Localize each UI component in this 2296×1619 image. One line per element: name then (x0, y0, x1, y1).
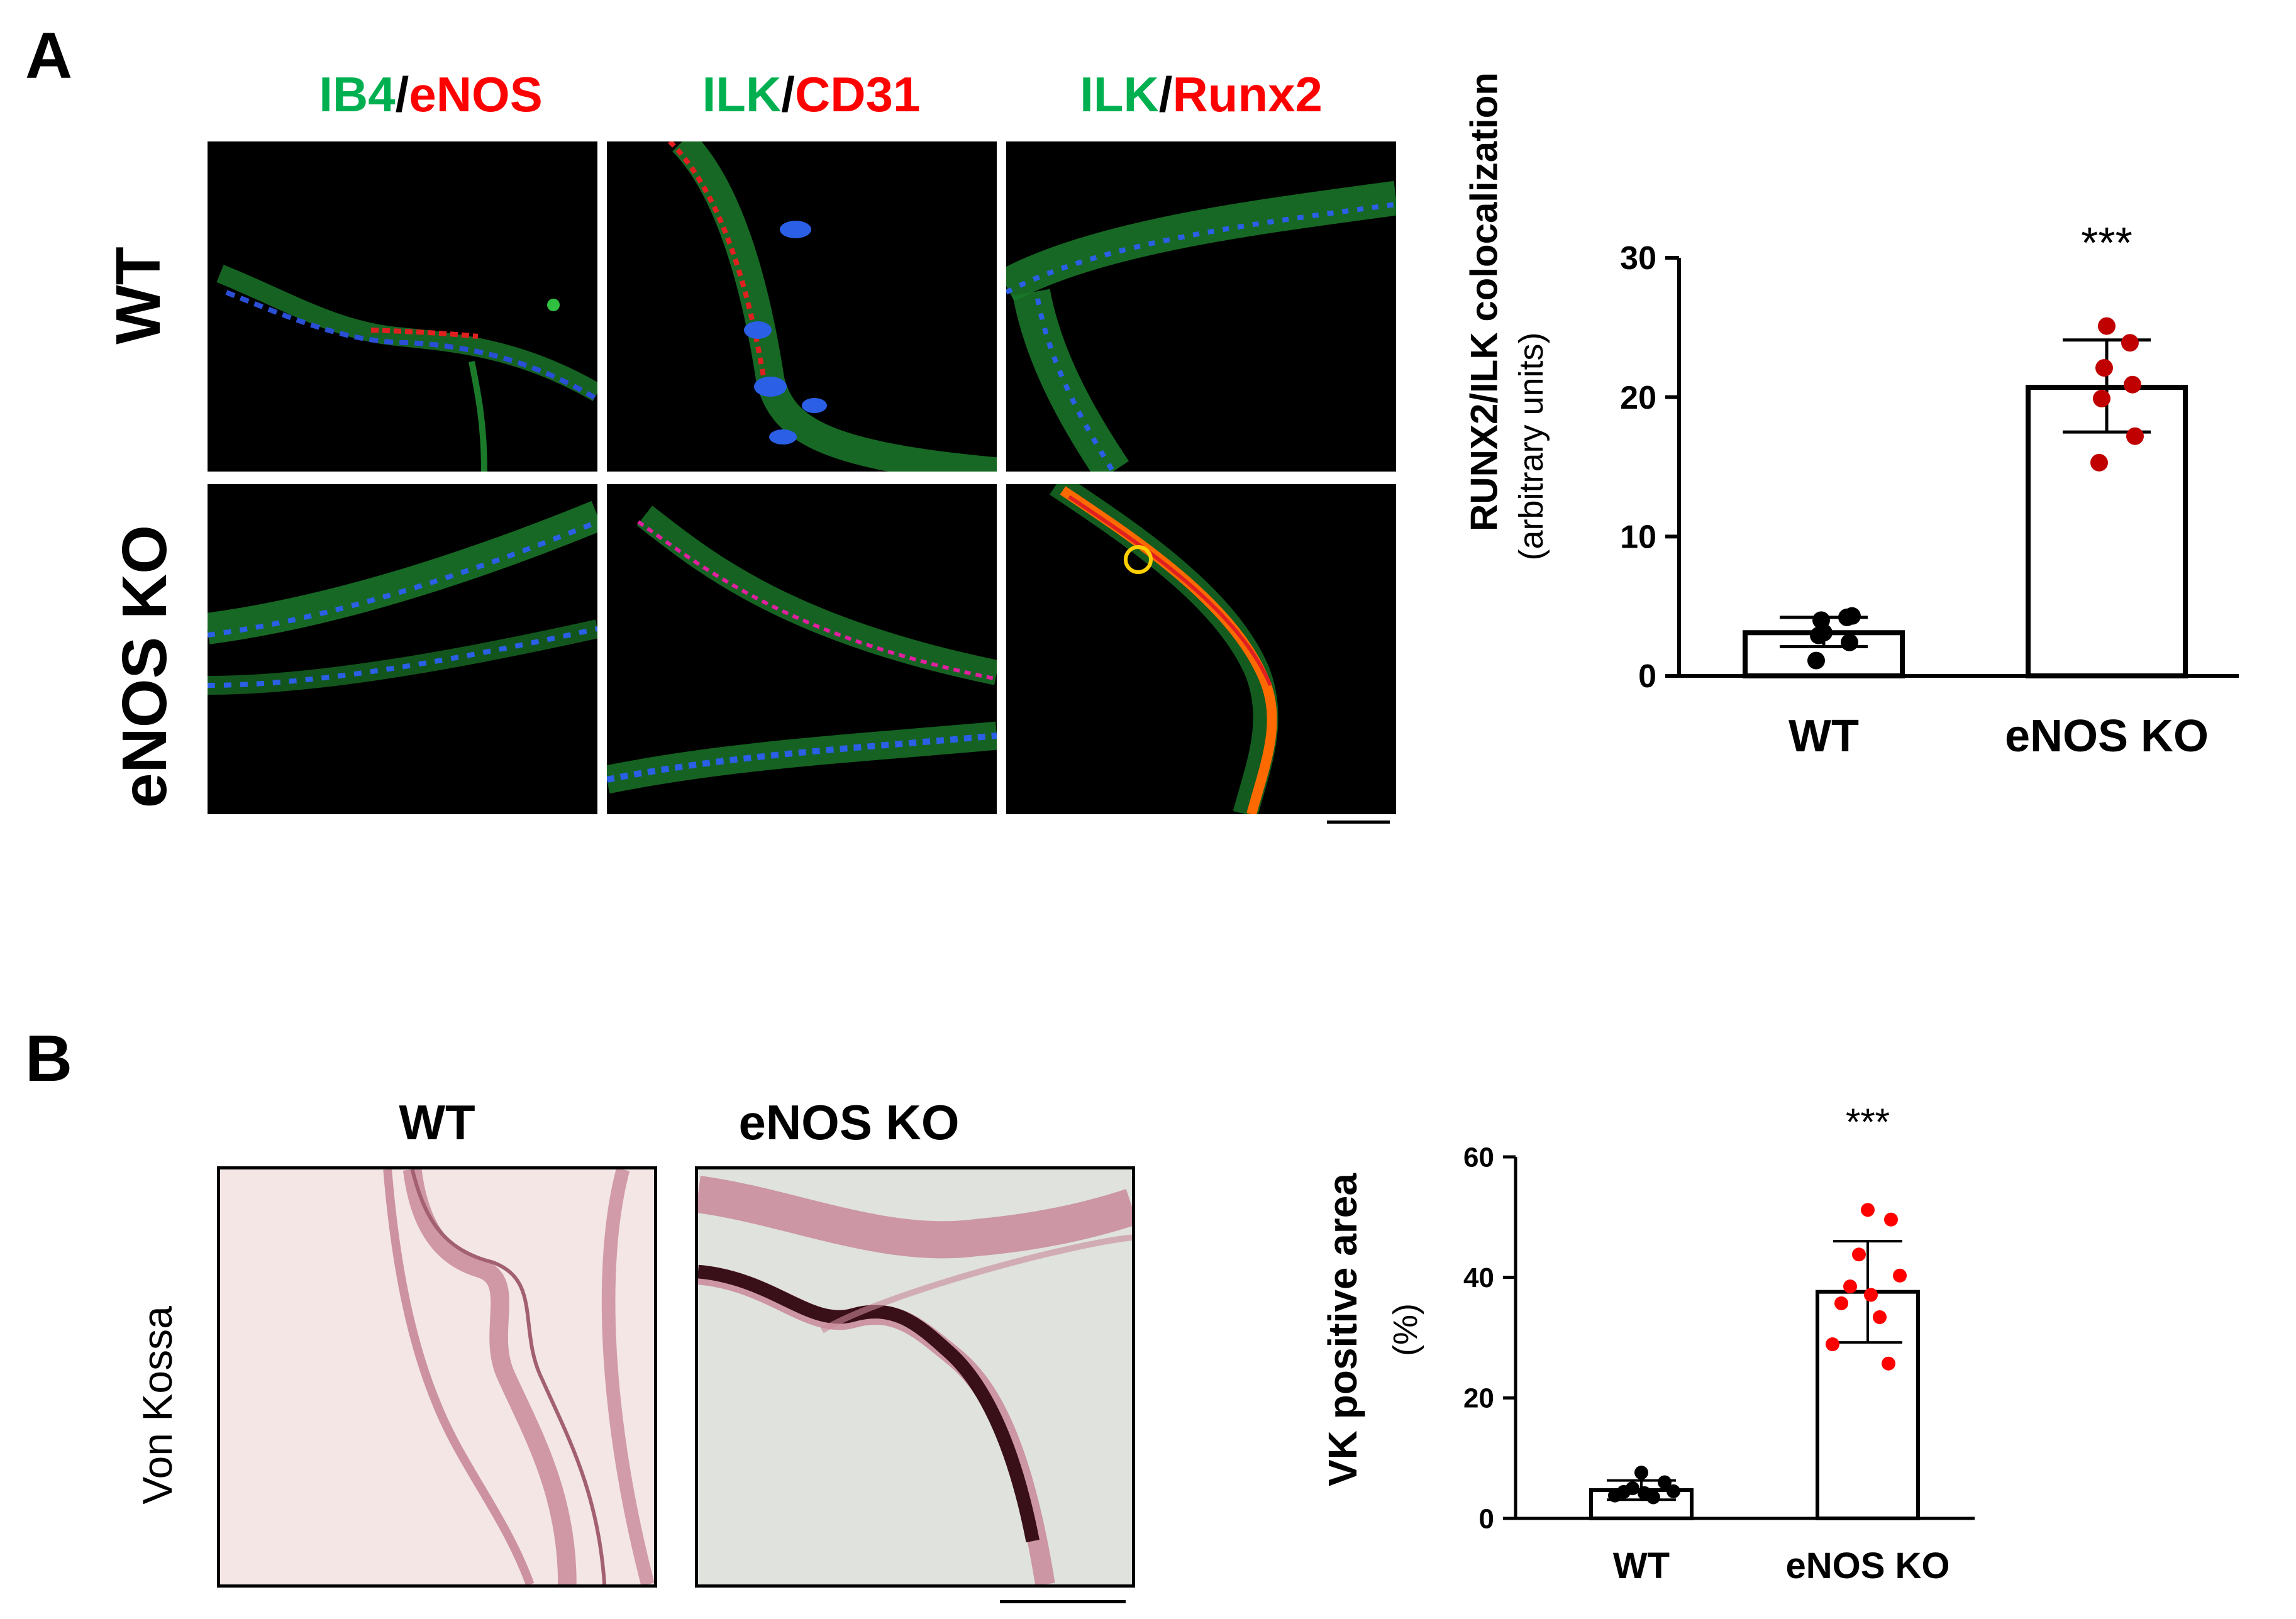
data-point (2098, 317, 2116, 335)
micrograph-enos-ko-ib4-enos (208, 484, 597, 814)
significance-label: *** (1846, 1101, 1890, 1143)
y-tick-label: 0 (1479, 1503, 1494, 1534)
micrograph-wt-ilk-runx2 (1006, 141, 1396, 472)
data-point (1861, 1203, 1875, 1217)
header-ilk: ILK (1080, 67, 1159, 122)
header-ib4-enos: IB4/eNOS (264, 66, 597, 123)
y-axis-title: RUNX2/ILK colocalization (1463, 72, 1506, 532)
data-point (1807, 651, 1825, 670)
row-label-enos-ko: eNOS KO (109, 524, 180, 809)
panel-a-label: A (25, 19, 73, 92)
x-category-label: eNOS KO (2005, 711, 2209, 761)
header-b-enos-ko: eNOS KO (738, 1095, 960, 1150)
data-point (1646, 1490, 1660, 1505)
chart-svg: 0 10 20 30 WT eNOS KO *** (1620, 218, 2239, 761)
scale-bar-b (1000, 1600, 1126, 1603)
row-label-von-kossa-text: Von Kossa (134, 1306, 180, 1505)
data-point (1864, 1288, 1878, 1302)
data-point (1608, 1488, 1622, 1503)
data-point (2093, 389, 2110, 407)
y-tick-label: 60 (1463, 1142, 1494, 1173)
header-ilk: ILK (702, 67, 782, 122)
data-point (1884, 1212, 1898, 1227)
data-point (1873, 1310, 1887, 1324)
von-kossa-enos-ko-image (695, 1166, 1135, 1588)
x-category-label: WT (1613, 1545, 1670, 1586)
header-sep: / (1158, 67, 1173, 122)
data-point (1841, 633, 1858, 651)
panel-b-label: B (25, 1022, 73, 1095)
data-point (1812, 611, 1830, 629)
y-axis-title: VK positive area (1320, 1173, 1365, 1486)
y-axis-subtitle: (arbitrary units) (1512, 332, 1550, 561)
data-point (2124, 375, 2141, 394)
data-point (2126, 427, 2144, 445)
micrograph-enos-ko-ilk-cd31 (607, 484, 997, 814)
micrograph-wt-ilk-cd31 (607, 141, 997, 472)
header-ib4: IB4 (319, 67, 396, 122)
row-label-wt: WT (103, 246, 174, 345)
micrograph-enos-ko-ilk-runx2 (1006, 484, 1396, 814)
data-point (1843, 607, 1861, 625)
header-runx2: Runx2 (1172, 67, 1323, 122)
bar-chart-runx2-ilk: 0 10 20 30 WT eNOS KO *** (1610, 207, 2270, 773)
y-tick-label: 0 (1638, 658, 1656, 695)
y-tick-label: 20 (1463, 1383, 1494, 1414)
significance-label: *** (2081, 218, 2132, 267)
header-ilk-cd31: ILK/CD31 (654, 66, 968, 123)
chart-svg: 0 20 40 60 WT eNOS KO *** (1463, 1101, 1975, 1586)
header-cd31: CD31 (794, 67, 921, 122)
data-point (1826, 1337, 1839, 1352)
data-point (1843, 1279, 1857, 1294)
data-point (2095, 359, 2113, 377)
x-category-label: WT (1789, 711, 1859, 761)
data-point (1810, 626, 1827, 644)
header-sep: / (781, 67, 795, 122)
von-kossa-wt-image (217, 1166, 657, 1588)
y-tick-label: 30 (1620, 240, 1656, 277)
header-ilk-runx2: ILK/Runx2 (1044, 66, 1358, 123)
data-point (1852, 1247, 1866, 1262)
y-tick-label: 20 (1620, 380, 1656, 416)
micrograph-wt-ib4-enos (208, 141, 597, 472)
bar-chart-vk-positive-area: 0 20 40 60 WT eNOS KO *** (1459, 1101, 2025, 1594)
y-tick-label: 10 (1620, 519, 1656, 556)
header-b-wt: WT (399, 1095, 475, 1150)
data-point (1658, 1475, 1672, 1489)
y-tick-label: 40 (1463, 1263, 1494, 1293)
data-point (2090, 453, 2108, 472)
scale-bar-a (1327, 821, 1390, 824)
y-axis-subtitle: (%) (1387, 1303, 1424, 1356)
data-point (2121, 334, 2139, 352)
x-category-label: eNOS KO (1785, 1545, 1949, 1586)
data-point (1882, 1356, 1895, 1371)
data-point (1667, 1484, 1680, 1498)
data-point (1634, 1466, 1648, 1480)
header-enos: eNOS (409, 67, 543, 122)
data-point (1893, 1268, 1907, 1283)
data-point (1834, 1296, 1848, 1310)
header-sep: / (395, 67, 409, 122)
